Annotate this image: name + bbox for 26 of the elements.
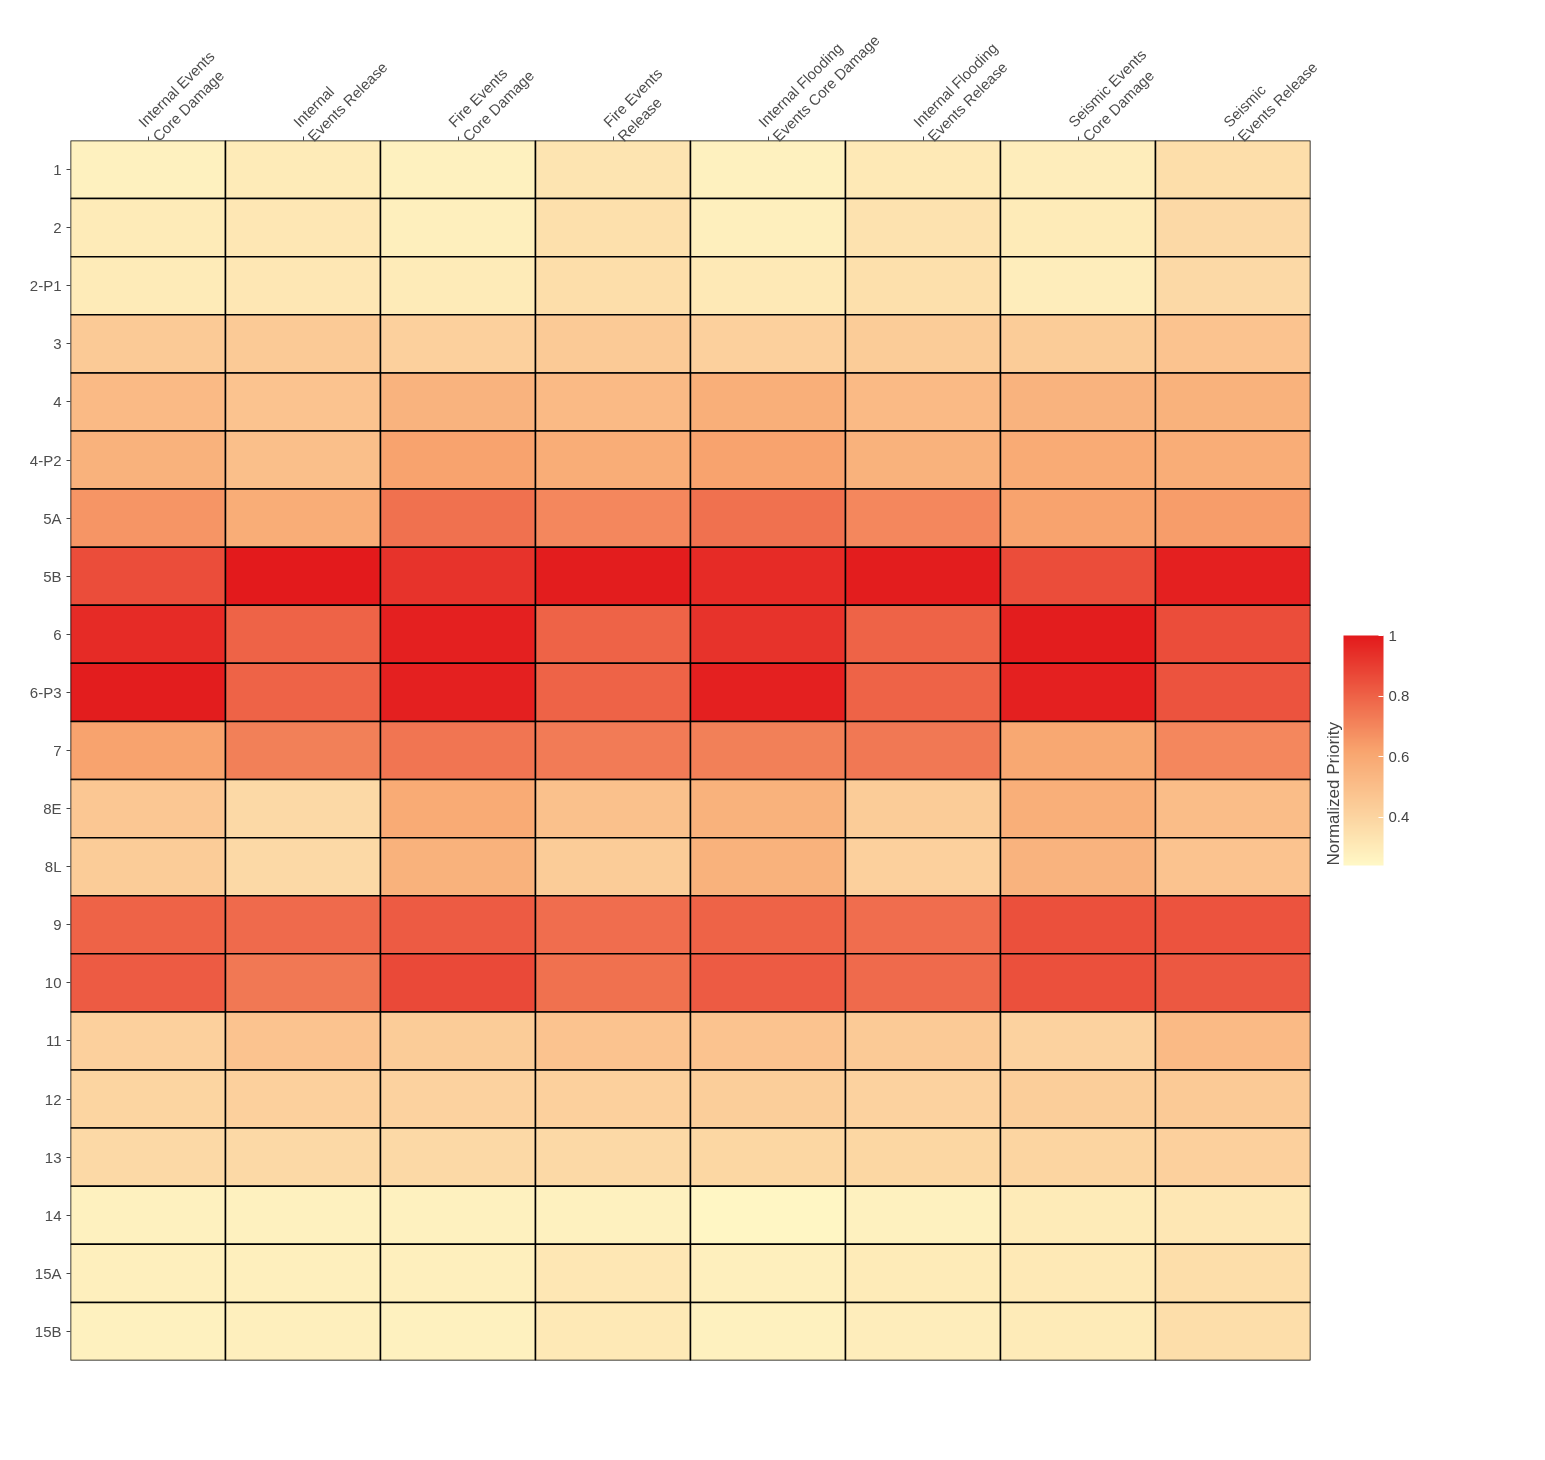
- y-tick-label: 8E: [43, 800, 62, 818]
- y-tick-label: 2: [53, 219, 62, 237]
- y-tick-label: 3: [53, 335, 62, 353]
- y-tick-label: 10: [44, 974, 62, 992]
- y-tick-label: 15B: [34, 1322, 62, 1340]
- y-tick-label: 4-P2: [29, 451, 62, 469]
- color-bar-label: 0.8: [1388, 687, 1410, 705]
- y-tick-label: 15A: [34, 1264, 62, 1282]
- color-bar-title: Normalized Priority: [1323, 721, 1343, 866]
- y-tick-label: 13: [44, 1148, 62, 1166]
- y-tick-label: 5B: [43, 567, 62, 585]
- color-bar-label: 0.6: [1388, 747, 1410, 765]
- color-bar-label: 0.4: [1388, 808, 1410, 826]
- y-tick-label: 6-P3: [29, 683, 62, 701]
- y-tick-label: 7: [53, 742, 62, 759]
- y-tick-label: 1: [53, 161, 62, 179]
- y-tick-label: 11: [45, 1032, 62, 1050]
- y-tick-label: 2-P1: [29, 277, 62, 295]
- y-tick-label: 14: [44, 1206, 62, 1224]
- y-tick-label: 9: [53, 916, 62, 934]
- color-bar-label: 1: [1388, 626, 1397, 644]
- y-tick-label: 5A: [43, 509, 62, 527]
- y-tick-label: 6: [53, 625, 62, 643]
- y-tick-label: 12: [44, 1090, 62, 1108]
- y-tick-label: 8L: [44, 858, 62, 876]
- y-tick-label: 4: [53, 393, 62, 411]
